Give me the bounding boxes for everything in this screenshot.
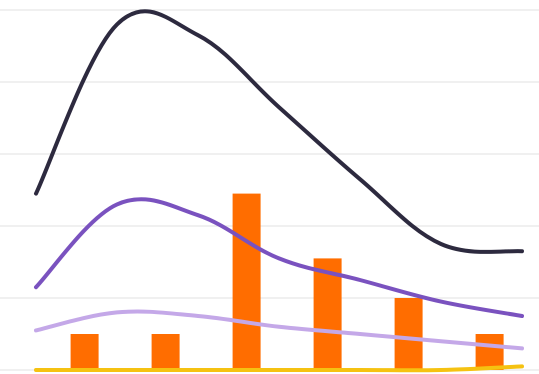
series-line-1 [34,9,524,254]
bar-4 [313,258,342,370]
bar-3 [232,193,261,370]
bar-layer [70,193,504,370]
bar-2 [151,334,180,370]
grid-layer [0,9,539,371]
series-line-3 [34,309,524,351]
bar-1 [70,334,99,370]
series-line-2 [34,197,524,318]
line-layer [34,9,524,373]
bar-5 [394,298,423,370]
bar-6 [475,334,504,370]
series-line-4 [34,364,524,373]
